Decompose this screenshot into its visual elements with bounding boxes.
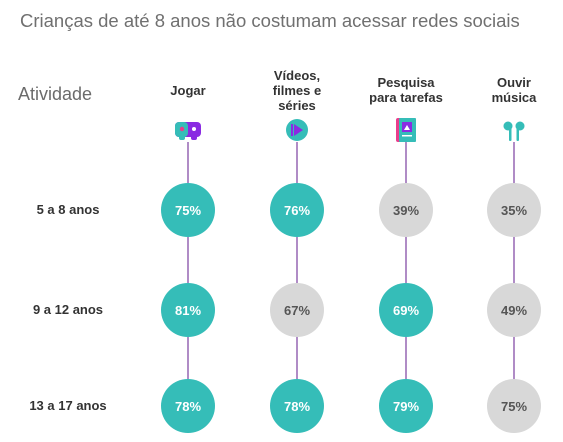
value-circle [270, 183, 324, 237]
value-label: 79% [393, 399, 419, 414]
value-label: 67% [284, 303, 310, 318]
row-header: Atividade [18, 84, 93, 104]
value-circle [379, 283, 433, 337]
value-label: 76% [284, 203, 310, 218]
value-label: 78% [284, 399, 310, 414]
column-label-text: Pesquisa para tarefas [369, 75, 443, 105]
value-circle [379, 379, 433, 433]
chart-title: Crianças de até 8 anos não costumam aces… [20, 10, 520, 31]
row-label: 13 a 17 anos [29, 398, 107, 413]
value-circle [161, 283, 215, 337]
column-label-text: Jogar [170, 82, 206, 98]
value-label: 78% [175, 399, 201, 414]
icon-backdrop [500, 116, 528, 142]
value-circle [487, 183, 541, 237]
play-video-icon [286, 119, 308, 141]
value-label: 81% [175, 303, 201, 318]
value-label: 39% [393, 203, 419, 218]
value-circle [161, 183, 215, 237]
row-label: 5 a 8 anos [36, 202, 100, 217]
value-circle [270, 379, 324, 433]
column-label-text: Ouvir música [491, 75, 537, 105]
column-label: Ouvir música [459, 58, 563, 122]
value-circle [487, 283, 541, 337]
value-label: 69% [393, 303, 419, 318]
value-circle [161, 379, 215, 433]
column-label: Jogar [133, 58, 243, 122]
value-circle [487, 379, 541, 433]
row-label: 9 a 12 anos [32, 302, 104, 317]
gamepad-icon [175, 122, 201, 140]
value-label: 35% [501, 203, 527, 218]
book-icon [396, 118, 416, 142]
value-label: 49% [501, 303, 527, 318]
value-label: 75% [501, 399, 527, 414]
value-label: 75% [175, 203, 201, 218]
value-circle [379, 183, 433, 237]
value-circle [270, 283, 324, 337]
column-label: Pesquisa para tarefas [351, 58, 461, 122]
earbuds-icon [503, 121, 525, 141]
column-label: Vídeos, filmes e séries [242, 58, 352, 122]
column-label-text: Vídeos, filmes e séries [272, 67, 322, 113]
